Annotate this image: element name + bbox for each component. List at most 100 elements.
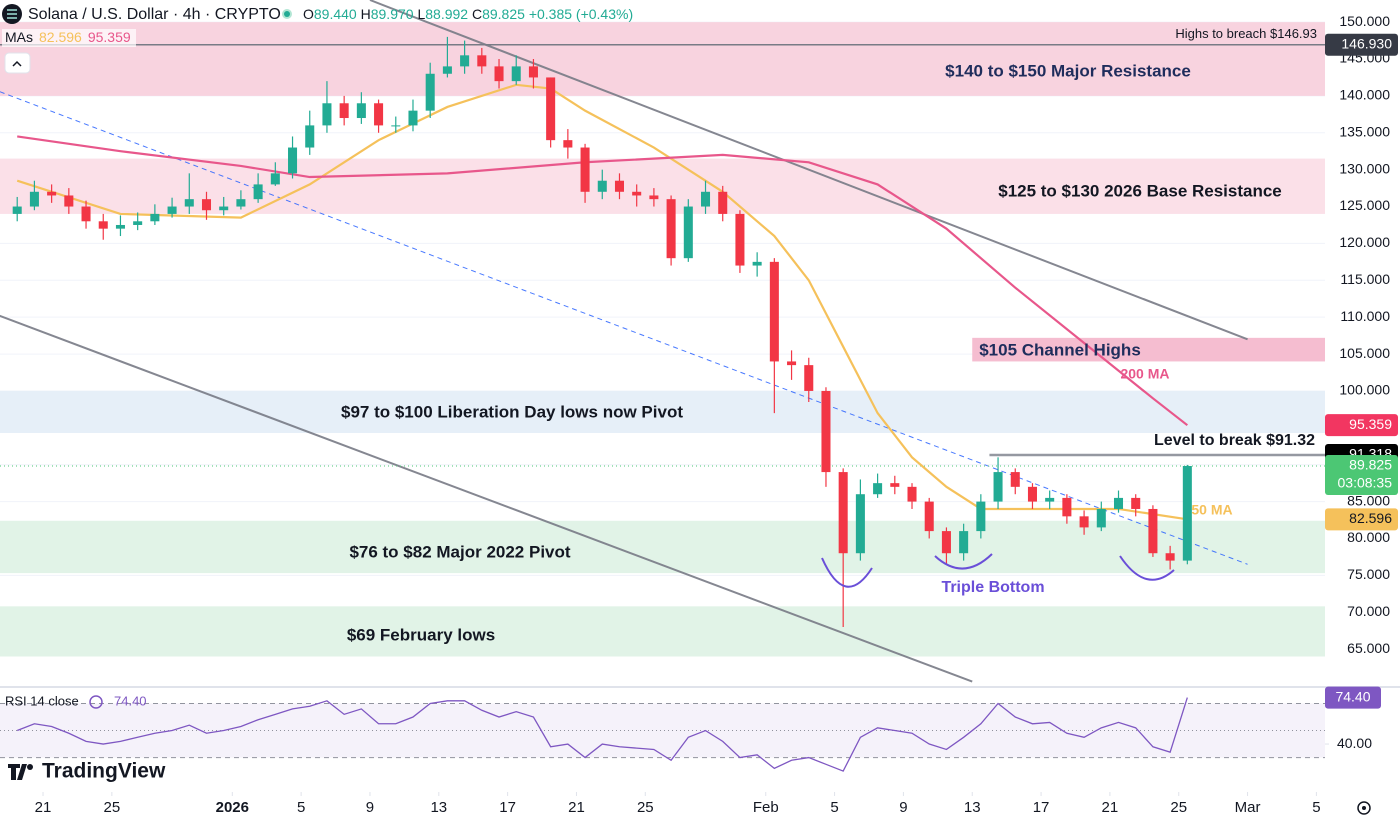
candle-body (976, 501, 986, 532)
zone-label: $125 to $130 2026 Base Resistance (998, 181, 1282, 200)
chart-title: Solana / U.S. Dollar · 4h · CRYPTO (28, 6, 281, 23)
y-tick-label: 135.000 (1339, 123, 1390, 139)
y-tick-label: 140.000 (1339, 87, 1390, 103)
candle-body (391, 125, 401, 127)
settings-icon[interactable] (1357, 801, 1371, 815)
candle-body (528, 66, 538, 78)
y-tick-label: 100.000 (1339, 382, 1390, 398)
candle-body (924, 501, 934, 532)
zone-label: $69 February lows (347, 625, 495, 644)
zone (0, 390, 1325, 433)
bottom-arc (821, 557, 873, 588)
zone-label: $140 to $150 Major Resistance (945, 61, 1191, 80)
x-tick-label: 25 (1170, 799, 1187, 816)
y-tick-label: 150.000 (1339, 13, 1390, 29)
candle-body (98, 221, 108, 229)
price-tag (1325, 414, 1398, 437)
candle-body (649, 195, 659, 200)
ma-label: 50 MA (1191, 502, 1232, 518)
y-tick-label: 70.000 (1347, 603, 1390, 619)
y-tick-label: 85.000 (1347, 492, 1390, 508)
x-tick-label: 5 (297, 799, 305, 816)
legend-text: H (361, 6, 371, 22)
x-tick-label: 21 (35, 799, 52, 816)
candle-body (769, 261, 779, 362)
legend-text: 89.970 (371, 6, 414, 22)
candle-body (236, 199, 246, 207)
candle-body (804, 365, 814, 391)
candle-body (873, 483, 883, 495)
candle-body (270, 173, 280, 185)
legend-text: MAs (5, 29, 33, 45)
x-tick-label: 9 (366, 799, 374, 816)
legend-text: 82.596 (39, 29, 82, 45)
annotation: Triple Bottom (941, 579, 1044, 596)
candle-body (47, 191, 57, 196)
rsi-band (0, 703, 1325, 758)
x-tick-label: 21 (1102, 799, 1119, 816)
candle-body (1131, 497, 1141, 509)
market-status (284, 11, 290, 17)
rsi-title: RSI 14 close (5, 693, 79, 708)
y-tick-label: 75.000 (1347, 566, 1390, 582)
zone (0, 606, 1325, 657)
candle-body (477, 55, 487, 67)
candle-body (666, 199, 676, 259)
candle-body (752, 261, 762, 266)
candle-body (460, 55, 470, 67)
candle-body (133, 221, 143, 225)
ma-line (17, 135, 1189, 427)
candle-body (356, 103, 366, 119)
price-tag (1325, 33, 1398, 56)
plot-area (0, 0, 1325, 683)
candle-body (1079, 516, 1089, 528)
candle-body (821, 390, 831, 473)
candle-body (494, 66, 504, 82)
zone-label: $76 to $82 Major 2022 Pivot (349, 542, 570, 561)
candle-body (1182, 466, 1192, 561)
legend-text: +0.385 (+0.43%) (529, 6, 633, 22)
y-tick-label: 110.000 (1340, 308, 1390, 324)
candle-body (580, 147, 590, 192)
price-tag (1325, 508, 1398, 531)
candle-body (12, 206, 22, 214)
candle-body (115, 224, 125, 229)
rsi-tag (1325, 686, 1381, 709)
x-tick-label: 17 (1033, 799, 1050, 816)
candle-body (632, 191, 642, 196)
collapse-icon[interactable] (12, 60, 22, 67)
y-tick-label: 130.000 (1339, 160, 1390, 176)
candle-body (1113, 497, 1124, 509)
rsi-legend-value: 74.40 (114, 693, 147, 708)
x-tick-label: 25 (104, 799, 121, 816)
candle-body (1010, 472, 1020, 487)
y-tick-label: 105.000 (1339, 345, 1390, 361)
x-tick-label: Mar (1235, 799, 1261, 816)
y-tick-label: 120.000 (1339, 234, 1390, 250)
level-label: Highs to breach $146.93 (1175, 26, 1317, 41)
symbol-logo (7, 9, 17, 19)
level-label: Level to break $91.32 (1154, 432, 1315, 449)
candle-body (701, 191, 711, 207)
x-tick-label: 13 (430, 799, 447, 816)
brand-logo (8, 764, 27, 780)
zone (972, 337, 1325, 362)
legend-text: 89.440 (314, 6, 357, 22)
trend-line (0, 91, 1248, 565)
candle-body (683, 206, 693, 259)
bottom-arc (934, 553, 993, 570)
bottom-arc (1119, 555, 1175, 581)
settings-icon[interactable] (1362, 806, 1366, 810)
candle-body (442, 66, 452, 74)
candle-body (993, 472, 1003, 502)
x-tick-label: 17 (499, 799, 516, 816)
candle-body (408, 110, 418, 126)
trend-line (0, 314, 973, 683)
candle-body (322, 103, 332, 126)
candle-body (838, 472, 848, 554)
brand: TradingView (42, 760, 166, 783)
ohlc-legend: O89.440 H89.970 L88.992 C89.825 +0.385 (… (303, 6, 633, 22)
x-tick-label: Feb (753, 799, 779, 816)
brand-logo (27, 764, 33, 770)
